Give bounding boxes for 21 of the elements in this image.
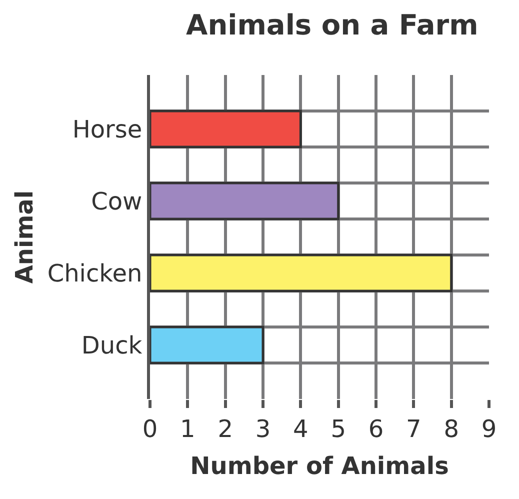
x-tick-label: 2: [218, 414, 233, 443]
y-tick-label: Chicken: [47, 259, 142, 288]
x-tick-label: 8: [444, 414, 459, 443]
x-tick-label: 5: [330, 414, 346, 443]
x-tick-label: 3: [255, 414, 271, 443]
x-tick-label: 9: [481, 414, 497, 443]
x-tick-label: 4: [293, 414, 308, 443]
bar: [150, 182, 340, 220]
bar: [150, 254, 453, 292]
y-axis-title: Animal: [10, 190, 38, 284]
x-tick-label: 7: [406, 414, 422, 443]
chart-title: Animals on a Farm: [186, 8, 478, 42]
x-tick-label: 0: [142, 414, 158, 443]
y-tick-label: Cow: [91, 187, 142, 216]
x-tick-label: 1: [180, 414, 196, 443]
y-tick-label: Duck: [81, 331, 142, 360]
bar: [150, 110, 302, 148]
bar: [150, 326, 264, 364]
x-axis-title: Number of Animals: [190, 452, 449, 480]
x-tick-label: 6: [368, 414, 384, 443]
y-tick-label: Horse: [72, 115, 142, 144]
